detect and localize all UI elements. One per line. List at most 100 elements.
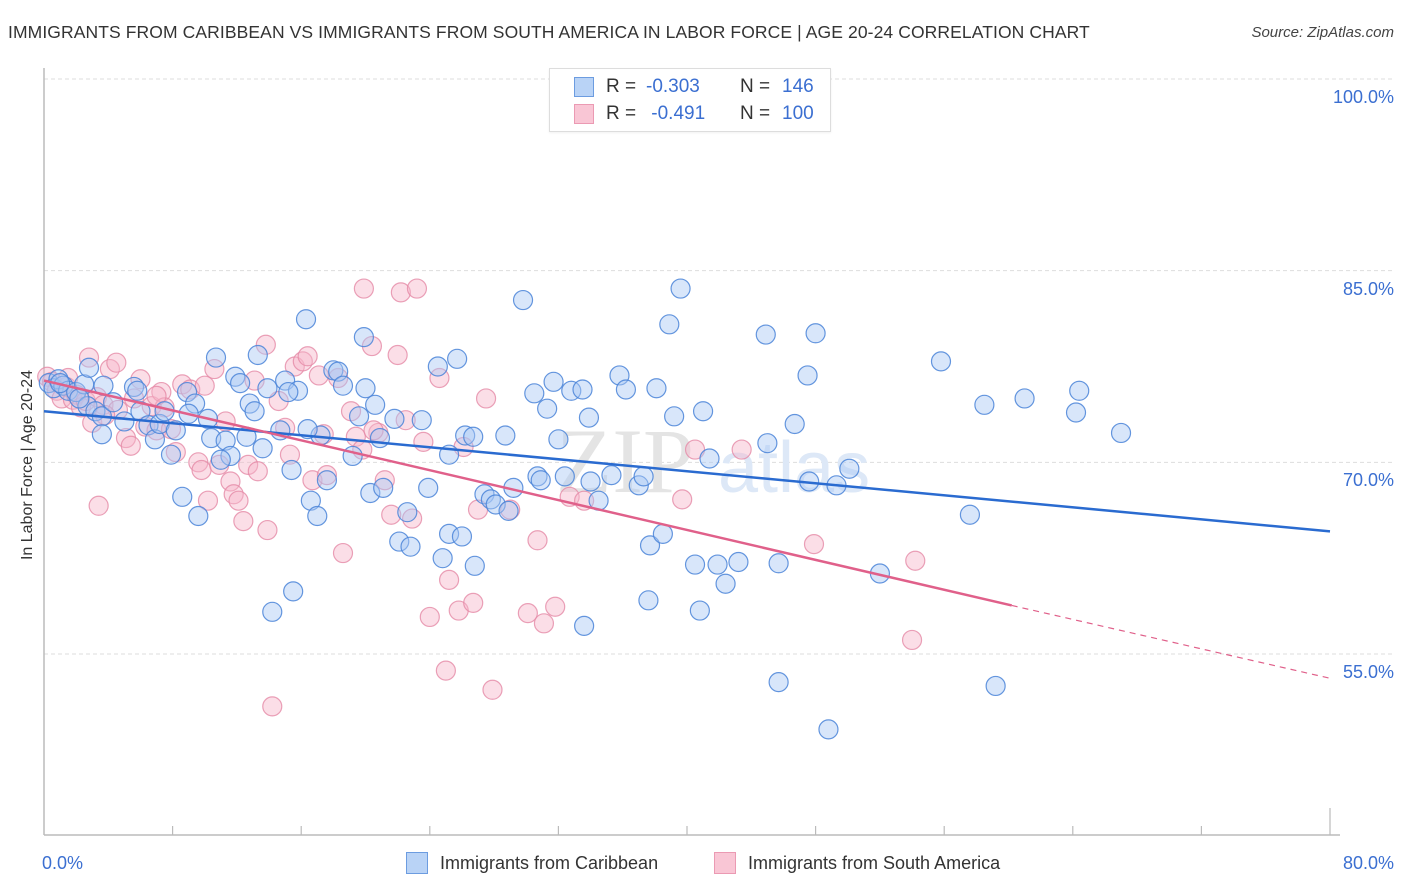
point-caribbean <box>652 523 673 544</box>
point-caribbean <box>757 433 778 454</box>
r-value: -0.303 <box>646 76 700 97</box>
point-caribbean <box>548 429 569 450</box>
point-caribbean <box>297 419 318 440</box>
point-caribbean <box>959 504 981 525</box>
point-south-america <box>106 352 127 373</box>
legend-item-south-america[interactable]: Immigrants from South America <box>714 852 1000 874</box>
point-south-america <box>482 679 503 700</box>
point-south-america <box>413 431 434 452</box>
point-caribbean <box>692 401 714 422</box>
point-caribbean <box>432 548 453 569</box>
point-south-america <box>228 490 249 511</box>
source-label: Source: ZipAtlas.com <box>1251 24 1394 41</box>
watermark-atlas: atlas <box>718 428 870 508</box>
point-south-america <box>88 495 109 516</box>
point-south-america <box>197 490 219 511</box>
point-caribbean <box>123 376 145 398</box>
n-value: 146 <box>782 76 814 97</box>
point-south-america <box>194 375 215 396</box>
point-caribbean <box>728 551 749 573</box>
point-caribbean <box>252 438 273 459</box>
point-south-america <box>381 504 402 525</box>
point-south-america <box>255 334 276 355</box>
point-caribbean <box>707 554 728 575</box>
point-south-america <box>220 471 241 492</box>
point-caribbean <box>69 388 90 409</box>
point-south-america <box>672 489 693 510</box>
r-label: R = <box>606 103 637 124</box>
point-caribbean <box>144 429 166 450</box>
point-caribbean <box>257 378 278 399</box>
series-legend: Immigrants from Caribbean Immigrants fro… <box>0 852 1406 878</box>
correlation-legend: R = -0.303 N = 146 R = -0.491 N = 100 <box>549 68 831 132</box>
point-south-america <box>463 592 484 613</box>
point-caribbean <box>78 357 100 378</box>
south-america-swatch <box>714 852 736 874</box>
legend-item-caribbean[interactable]: Immigrants from Caribbean <box>406 852 658 874</box>
point-south-america <box>257 519 278 541</box>
point-south-america <box>374 470 395 491</box>
point-caribbean <box>537 398 558 419</box>
point-caribbean <box>580 471 601 492</box>
caribbean-swatch <box>574 77 594 97</box>
point-south-america <box>353 278 374 299</box>
point-south-america <box>533 613 555 634</box>
point-caribbean <box>464 555 485 576</box>
point-south-america <box>527 530 548 551</box>
point-caribbean <box>400 536 421 557</box>
y-tick-label: 55.0% <box>1342 662 1394 682</box>
point-caribbean <box>670 278 691 299</box>
point-caribbean <box>784 413 805 435</box>
x-tick-label-max: 80.0% <box>1342 853 1394 873</box>
point-caribbean <box>664 406 685 427</box>
point-caribbean <box>574 615 595 636</box>
point-south-america <box>438 569 460 590</box>
point-south-america <box>191 459 212 481</box>
point-caribbean <box>463 426 484 447</box>
point-caribbean <box>114 411 135 432</box>
point-caribbean <box>485 494 506 515</box>
point-caribbean <box>985 675 1006 697</box>
point-caribbean <box>974 394 995 415</box>
point-caribbean <box>818 719 839 740</box>
legend-row-south-america: R = -0.491 N = 100 <box>574 102 814 126</box>
point-caribbean <box>127 380 148 401</box>
point-caribbean <box>797 365 818 386</box>
n-label: N = <box>740 76 771 97</box>
legend-row-caribbean: R = -0.303 N = 146 <box>574 75 814 99</box>
point-caribbean <box>633 466 654 487</box>
axes <box>43 68 1340 836</box>
point-caribbean <box>498 500 519 521</box>
point-caribbean <box>530 470 551 491</box>
caribbean-swatch <box>406 852 428 874</box>
point-south-america <box>316 465 338 486</box>
point-south-america <box>390 282 411 303</box>
point-caribbean <box>527 466 548 487</box>
point-caribbean <box>418 477 439 498</box>
point-south-america <box>78 347 100 368</box>
point-caribbean <box>210 449 231 470</box>
point-caribbean <box>638 590 659 611</box>
point-caribbean <box>554 466 575 487</box>
point-caribbean <box>397 502 418 523</box>
point-caribbean <box>281 459 302 481</box>
point-caribbean <box>689 600 710 621</box>
point-south-america <box>233 511 254 532</box>
point-caribbean <box>1069 380 1090 401</box>
legend-label: Immigrants from South America <box>748 852 1001 873</box>
y-tick-label: 100.0% <box>1332 87 1394 107</box>
point-caribbean <box>369 427 391 449</box>
point-south-america <box>684 439 706 460</box>
point-caribbean <box>353 327 374 348</box>
y-axis-title: In Labor Force | Age 20-24 <box>19 369 36 561</box>
trend-lines <box>43 379 1331 679</box>
point-caribbean <box>348 406 370 427</box>
point-caribbean <box>543 371 564 392</box>
south-america-swatch <box>574 104 594 124</box>
point-south-america <box>731 439 752 460</box>
y-tick-label: 85.0% <box>1342 278 1394 299</box>
point-caribbean <box>205 347 227 368</box>
point-caribbean <box>283 581 304 602</box>
point-south-america <box>120 435 141 456</box>
point-caribbean <box>699 448 720 469</box>
